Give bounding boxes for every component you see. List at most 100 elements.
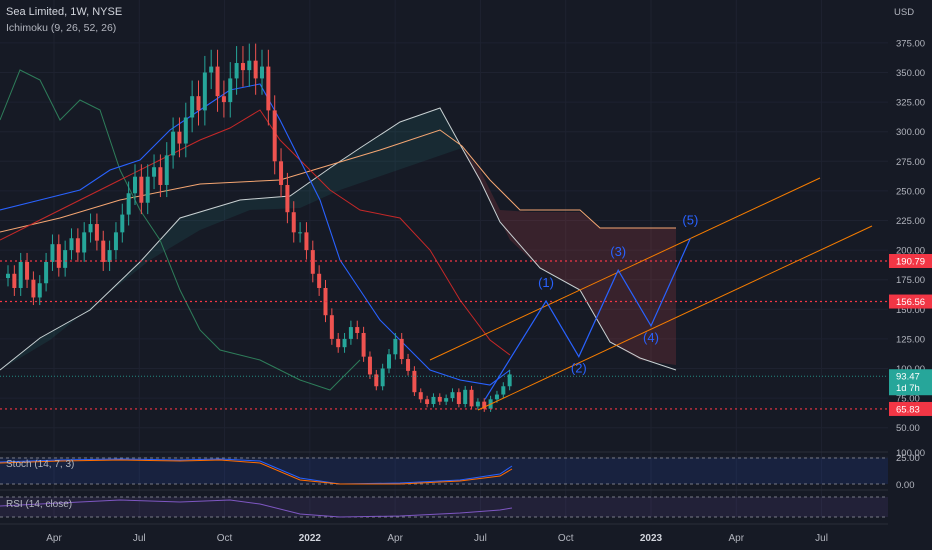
y-tick-label: 300.00 (896, 127, 925, 138)
candle-body (329, 315, 334, 339)
candle-body (374, 374, 379, 387)
channel-upper (429, 177, 821, 361)
candle-body (387, 354, 391, 369)
ichimoku-cloud (0, 69, 677, 391)
candle-body (120, 214, 125, 233)
x-tick-label: 2023 (640, 533, 663, 544)
candle-body (152, 167, 157, 177)
candle-body (158, 167, 163, 185)
candle-body (215, 66, 220, 97)
wave-label: (1) (538, 275, 554, 290)
candle-body (171, 131, 176, 156)
candle-body (25, 261, 30, 280)
candle-body (310, 250, 315, 274)
candle-body (247, 60, 252, 71)
y-tick-label: 275.00 (896, 157, 925, 168)
candle-body (31, 279, 36, 298)
stoch-label: Stoch (14, 7, 3) (6, 459, 75, 470)
candle-body (12, 273, 17, 288)
chikou-span (0, 69, 361, 391)
price-level-tag (889, 294, 932, 309)
candle-body (336, 338, 341, 348)
price-level-label: 190.79 (896, 257, 925, 268)
candle-body (444, 398, 449, 402)
stoch-k (0, 458, 513, 485)
candle-body (348, 327, 353, 339)
y-axis: USD 375.00 350.00 325.00 300.00 275.00 250.00 2… (888, 0, 932, 550)
x-tick-label: Jul (133, 533, 146, 544)
rsi-label: RSI (14, close) (6, 499, 73, 510)
x-tick-label: Apr (729, 533, 745, 544)
y-tick-label: 375.00 (896, 38, 925, 49)
x-tick-label: Oct (558, 533, 574, 544)
candle-body (266, 66, 271, 111)
candle-body (69, 238, 74, 251)
candle-body (494, 394, 499, 400)
candle-body (107, 250, 112, 262)
candle-body (469, 389, 474, 407)
candle-body (361, 332, 366, 357)
stoch-tick: 100.00 (896, 448, 925, 459)
candle-body (279, 161, 284, 185)
candle-body (450, 392, 455, 399)
candle-body (139, 176, 144, 203)
wave-label: (5) (682, 212, 698, 227)
y-axis-bg (888, 0, 932, 550)
candle-body (482, 401, 487, 409)
price-level-tag (889, 254, 932, 269)
candle-body (202, 72, 207, 111)
candle-body (425, 399, 430, 405)
y-tick-label: 175.00 (896, 275, 925, 286)
candle-body (304, 232, 309, 251)
candle-body (272, 110, 277, 162)
stoch-pane: 100.00 0.00 (0, 448, 925, 491)
candle-body (412, 370, 417, 393)
candle-body (6, 273, 10, 279)
grid-lines (0, 0, 888, 520)
x-tick-label: Apr (46, 533, 62, 544)
candle-body (367, 356, 372, 375)
candle-body (50, 244, 55, 262)
candle-body (164, 155, 169, 185)
candle-body (126, 193, 131, 215)
candle-body (228, 78, 233, 103)
candle-body (133, 176, 137, 194)
kijun-sen (0, 109, 511, 356)
candle-body (475, 401, 480, 407)
candle-body (88, 224, 93, 233)
price-level-label: 65.83 (896, 404, 920, 415)
candle-body (317, 273, 322, 288)
candle-body (221, 96, 226, 103)
candle-body (183, 117, 188, 144)
candle-body (18, 261, 23, 288)
candle-body (82, 232, 87, 253)
candle-body (113, 232, 118, 251)
y-tick-label: 200.00 (896, 246, 925, 257)
y-tick-label: 25.00 (896, 453, 920, 464)
wave-label: (2) (571, 361, 587, 376)
candles (6, 43, 512, 412)
x-axis: Apr Jul Oct 2022 Apr Jul Oct 2023 Apr Jul (46, 533, 828, 544)
candle-body (342, 338, 347, 348)
candle-body (291, 212, 296, 233)
candle-body (507, 374, 512, 387)
last-price-countdown: 1d 7h (896, 383, 920, 394)
candle-body (355, 327, 360, 333)
wave-path (484, 238, 691, 400)
channel-lower (477, 225, 873, 411)
candle-body (456, 392, 461, 405)
x-tick-label: Apr (387, 533, 403, 544)
cloud-bear (462, 148, 676, 365)
candle-body (145, 176, 150, 203)
candle-body (240, 63, 245, 71)
candle-body (75, 238, 80, 253)
y-tick-label: 125.00 (896, 334, 925, 345)
candle-body (253, 60, 258, 79)
candle-body (285, 184, 290, 213)
currency-label: USD (894, 7, 914, 18)
rsi-line (0, 499, 513, 518)
candle-body (399, 338, 404, 360)
candle-body (406, 359, 411, 371)
